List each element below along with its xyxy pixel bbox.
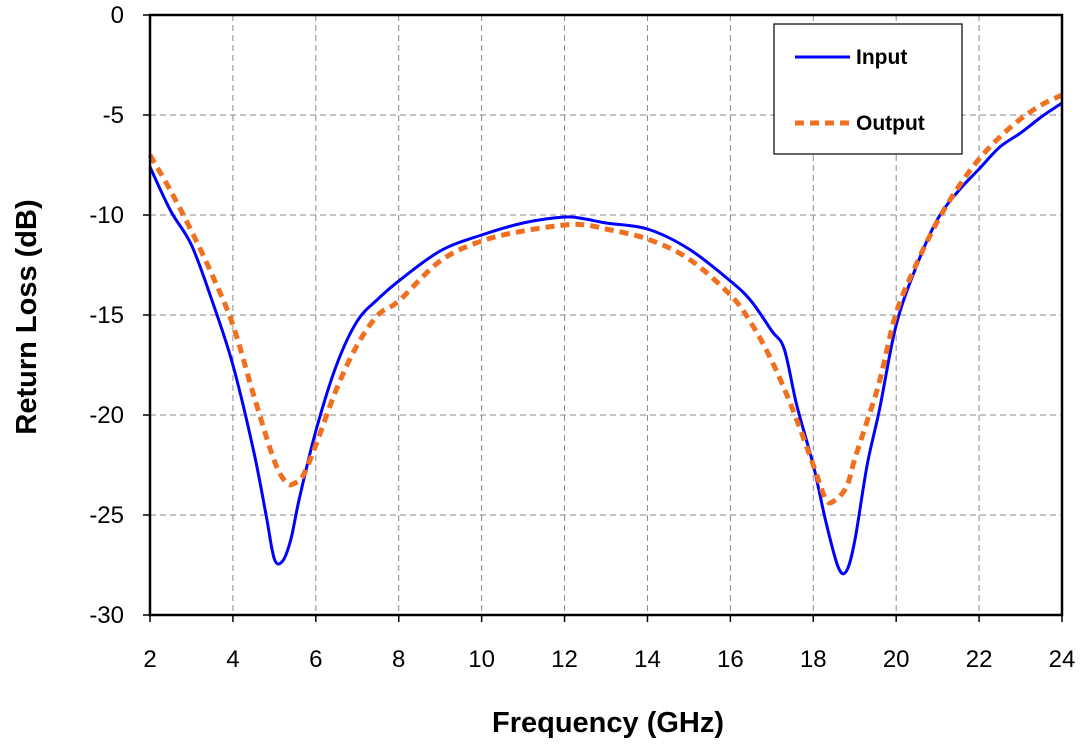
axis-ticks: 2 4 6 8 10 12 14 16 18 20 22 240-5-10-15-20-25-30 xyxy=(89,2,1075,673)
x-tick-label: 4 xyxy=(226,646,239,673)
y-tick-label: -15 xyxy=(89,302,124,329)
data-series xyxy=(147,92,1064,576)
x-tick-label: 16 xyxy=(717,646,744,673)
x-tick-label: 22 xyxy=(966,646,993,673)
y-tick-label: -25 xyxy=(89,502,124,529)
y-axis-title: Return Loss (dB) xyxy=(11,199,43,434)
legend-box xyxy=(773,23,963,155)
y-tick-label: -30 xyxy=(89,602,124,629)
legend: Input Output xyxy=(773,23,963,155)
series-line-output xyxy=(147,92,1064,506)
x-tick-label: 2 xyxy=(143,646,156,673)
x-axis-title: Frequency (GHz) xyxy=(492,707,724,739)
x-tick-label: 18 xyxy=(800,646,827,673)
x-tick-label: 8 xyxy=(392,646,405,673)
x-tick-label: 24 xyxy=(1049,646,1076,673)
y-tick-label: -20 xyxy=(89,402,124,429)
x-tick-label: 12 xyxy=(551,646,578,673)
x-tick-label: 10 xyxy=(468,646,495,673)
y-tick-label: 0 xyxy=(111,2,124,29)
y-tick-label: -10 xyxy=(89,202,124,229)
legend-label-input: Input xyxy=(856,46,907,69)
x-tick-label: 20 xyxy=(883,646,910,673)
x-tick-label: 14 xyxy=(634,646,661,673)
legend-label-output: Output xyxy=(856,112,925,135)
x-tick-label: 6 xyxy=(309,646,322,673)
y-tick-label: -5 xyxy=(103,102,124,129)
